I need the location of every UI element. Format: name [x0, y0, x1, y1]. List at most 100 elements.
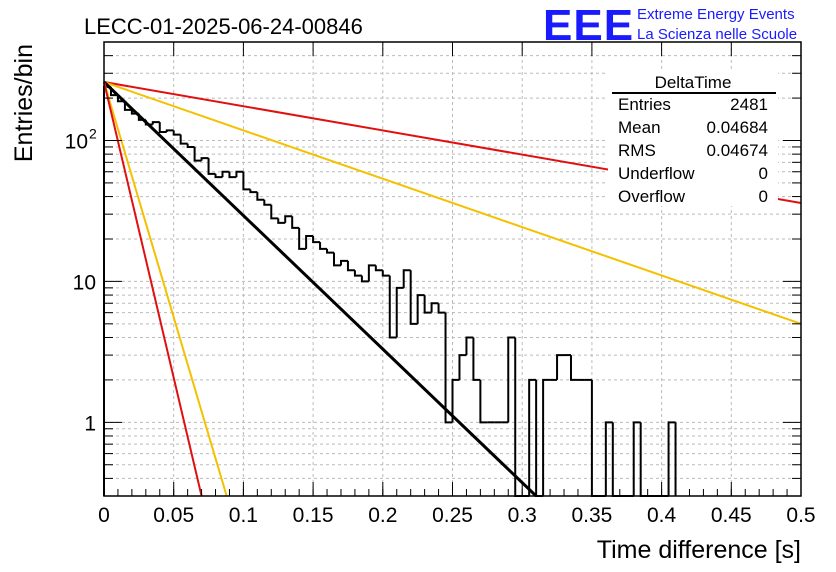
histogram-bin — [221, 170, 230, 178]
histogram-bin — [298, 227, 307, 250]
histogram-bin — [179, 134, 188, 145]
histogram-bin — [235, 170, 244, 178]
histogram-bin — [305, 235, 314, 249]
histogram-bin — [263, 199, 272, 206]
histogram-bin — [569, 355, 578, 381]
x-tick-label: 0.2 — [368, 504, 397, 527]
y-axis-title: Entries/bin — [10, 44, 38, 162]
y-tick-label: 1 — [84, 412, 96, 435]
x-tick-labels: 0 0.05 0.1 0.15 0.2 0.25 0.3 0.35 0.4 0.45 0.5 — [98, 504, 815, 527]
histogram-bin — [256, 192, 265, 201]
histogram-bin — [333, 252, 341, 267]
histogram-bin — [444, 312, 453, 424]
histogram-bin — [103, 85, 111, 496]
y-tick-label: 10 — [73, 271, 96, 294]
x-tick-label: 0.4 — [647, 504, 677, 527]
histogram-bin — [367, 264, 376, 282]
histogram-bin — [423, 295, 432, 314]
x-tick-label: 0.45 — [711, 504, 752, 527]
histogram-bin — [186, 143, 195, 148]
histogram-bin — [319, 242, 328, 250]
histogram-bin — [374, 265, 383, 272]
org-name: Extreme Energy Events — [637, 6, 795, 23]
fit-curve — [103, 81, 802, 325]
histogram-bin — [542, 378, 551, 496]
x-tick-label: 0.1 — [229, 504, 258, 527]
x-tick-label: 0.25 — [432, 504, 473, 527]
histogram-bin — [284, 215, 293, 223]
x-axis-title: Time difference [s] — [597, 536, 801, 564]
histogram-bin — [200, 157, 209, 161]
stat-value-rms: 0.04674 — [707, 141, 768, 160]
histogram-bin — [388, 275, 397, 339]
histogram-bin — [249, 189, 258, 194]
stat-value-underflow: 0 — [759, 164, 768, 183]
stat-label-entries: Entries — [618, 95, 671, 114]
histogram-bin — [632, 421, 641, 496]
x-tick-label: 0 — [98, 504, 110, 527]
histogram-bin — [667, 421, 676, 496]
histogram-bin — [409, 270, 418, 325]
y-tick-label: 10 — [65, 130, 88, 153]
histogram-bin — [514, 337, 523, 497]
histogram-bin — [353, 270, 362, 277]
histogram-bin — [172, 130, 181, 136]
histogram-bin — [291, 216, 300, 229]
histogram-bin — [472, 337, 481, 381]
stats-title: DeltaTime — [655, 73, 732, 92]
stat-value-entries: 2481 — [730, 95, 768, 114]
histogram-bin — [611, 422, 620, 497]
x-tick-label: 0.5 — [786, 504, 815, 527]
histogram-bin — [207, 158, 216, 175]
fit-curves — [102, 80, 802, 498]
x-tick-label: 0.05 — [153, 504, 194, 527]
histogram-bin — [465, 336, 474, 356]
x-tick-label: 0.35 — [571, 504, 612, 527]
histogram-bin — [639, 422, 648, 497]
run-title: LECC-01-2025-06-24-00846 — [84, 14, 363, 39]
histogram-bin — [312, 236, 321, 244]
org-subtitle: La Scienza nelle Scuole — [637, 26, 797, 43]
histogram-bin — [151, 121, 160, 125]
histogram-bin — [360, 275, 369, 283]
histogram-bin — [430, 302, 439, 313]
histogram-bin — [158, 122, 167, 133]
histogram-bin — [346, 260, 355, 272]
stat-label-rms: RMS — [618, 141, 656, 160]
histogram-bin — [270, 204, 279, 220]
x-tick-label: 0.3 — [508, 504, 537, 527]
histogram-bars — [103, 85, 677, 497]
histogram-bin — [193, 146, 202, 162]
fit-curve — [102, 80, 538, 498]
histogram-bin — [604, 421, 613, 496]
histogram-bin — [437, 303, 446, 314]
histogram-bin — [339, 259, 348, 266]
histogram-bin — [381, 270, 390, 277]
histogram-bin — [214, 173, 223, 179]
histogram-bin — [326, 248, 335, 254]
histogram-bin — [242, 171, 251, 191]
x-tick-label: 0.15 — [293, 504, 334, 527]
histogram-bin — [228, 171, 237, 179]
fit-curve — [103, 81, 228, 497]
y-tick-exponent: 2 — [89, 125, 97, 141]
histogram-bin — [165, 129, 174, 132]
stat-value-mean: 0.04684 — [707, 118, 768, 137]
axis-ticks — [103, 41, 802, 497]
stat-label-mean: Mean — [618, 118, 661, 137]
histogram-bin — [416, 294, 425, 324]
histogram-bin — [479, 379, 488, 424]
stat-label-underflow: Underflow — [618, 164, 695, 183]
histogram-bin — [507, 336, 516, 423]
histogram-bin — [451, 378, 460, 423]
histogram-bin — [277, 218, 286, 224]
stats-box: DeltaTime Entries 2481 Mean 0.04684 RMS … — [608, 70, 778, 206]
stat-value-overflow: 0 — [759, 187, 768, 206]
histogram-bin — [458, 354, 467, 380]
histogram-bin — [556, 354, 565, 380]
histogram-bin — [395, 286, 404, 338]
histogram-bin — [528, 378, 537, 496]
fit-curve — [103, 81, 203, 497]
